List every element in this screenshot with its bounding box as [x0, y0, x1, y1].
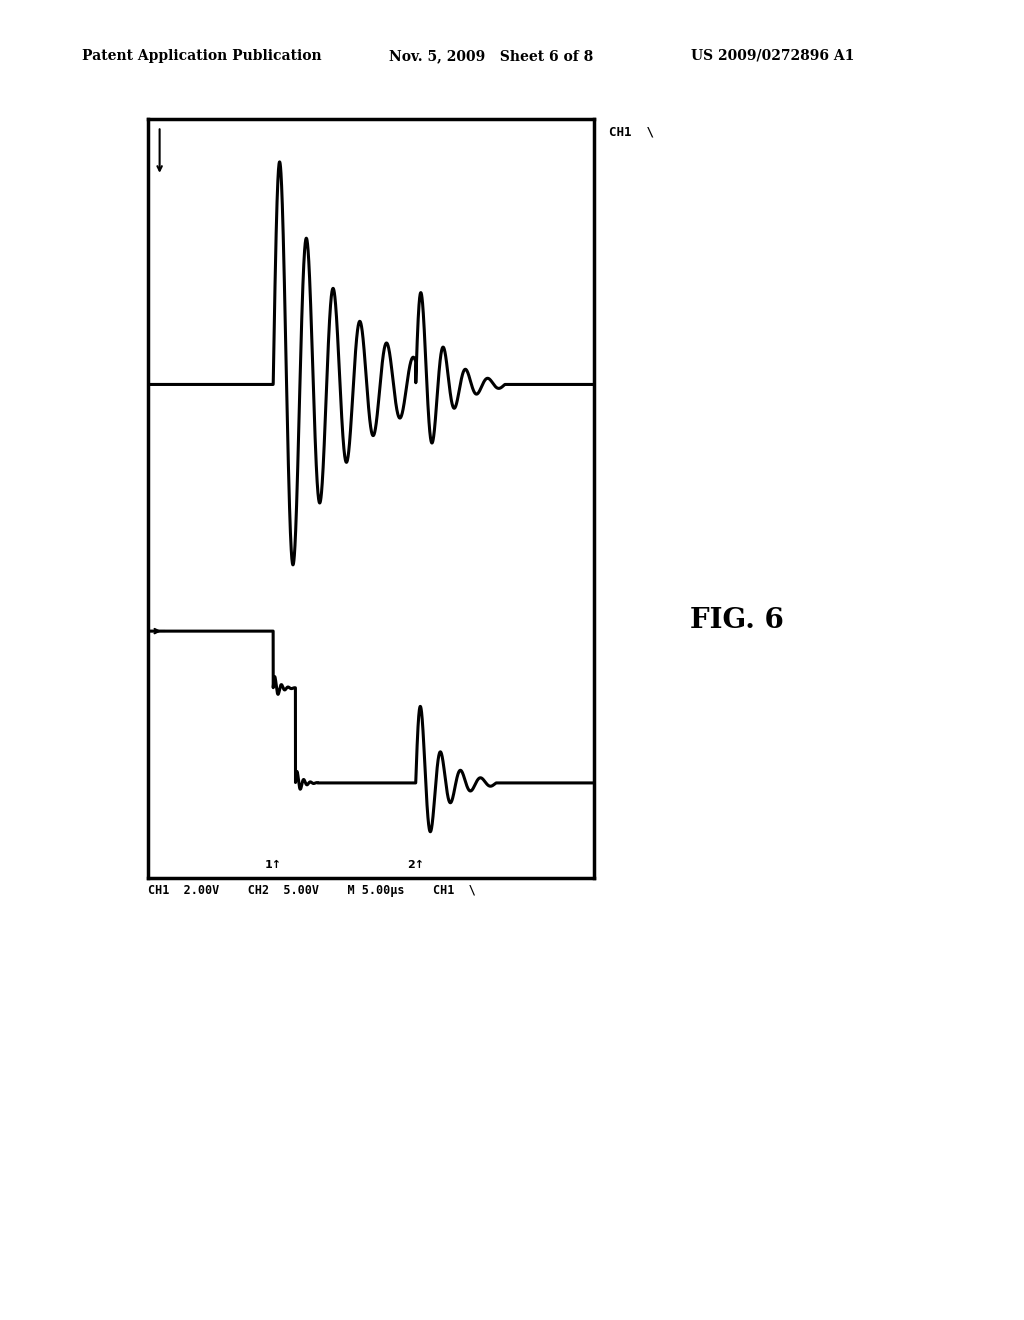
Text: 1↑: 1↑ [264, 861, 282, 870]
Text: 2↑: 2↑ [408, 861, 424, 870]
Text: CH1  \: CH1 \ [609, 125, 670, 139]
Text: CH1  2.00V    CH2  5.00V    M 5.00μs    CH1  \: CH1 2.00V CH2 5.00V M 5.00μs CH1 \ [148, 884, 476, 898]
Text: Patent Application Publication: Patent Application Publication [82, 49, 322, 63]
Text: Nov. 5, 2009   Sheet 6 of 8: Nov. 5, 2009 Sheet 6 of 8 [389, 49, 593, 63]
Text: US 2009/0272896 A1: US 2009/0272896 A1 [691, 49, 855, 63]
Text: FIG. 6: FIG. 6 [690, 607, 784, 634]
